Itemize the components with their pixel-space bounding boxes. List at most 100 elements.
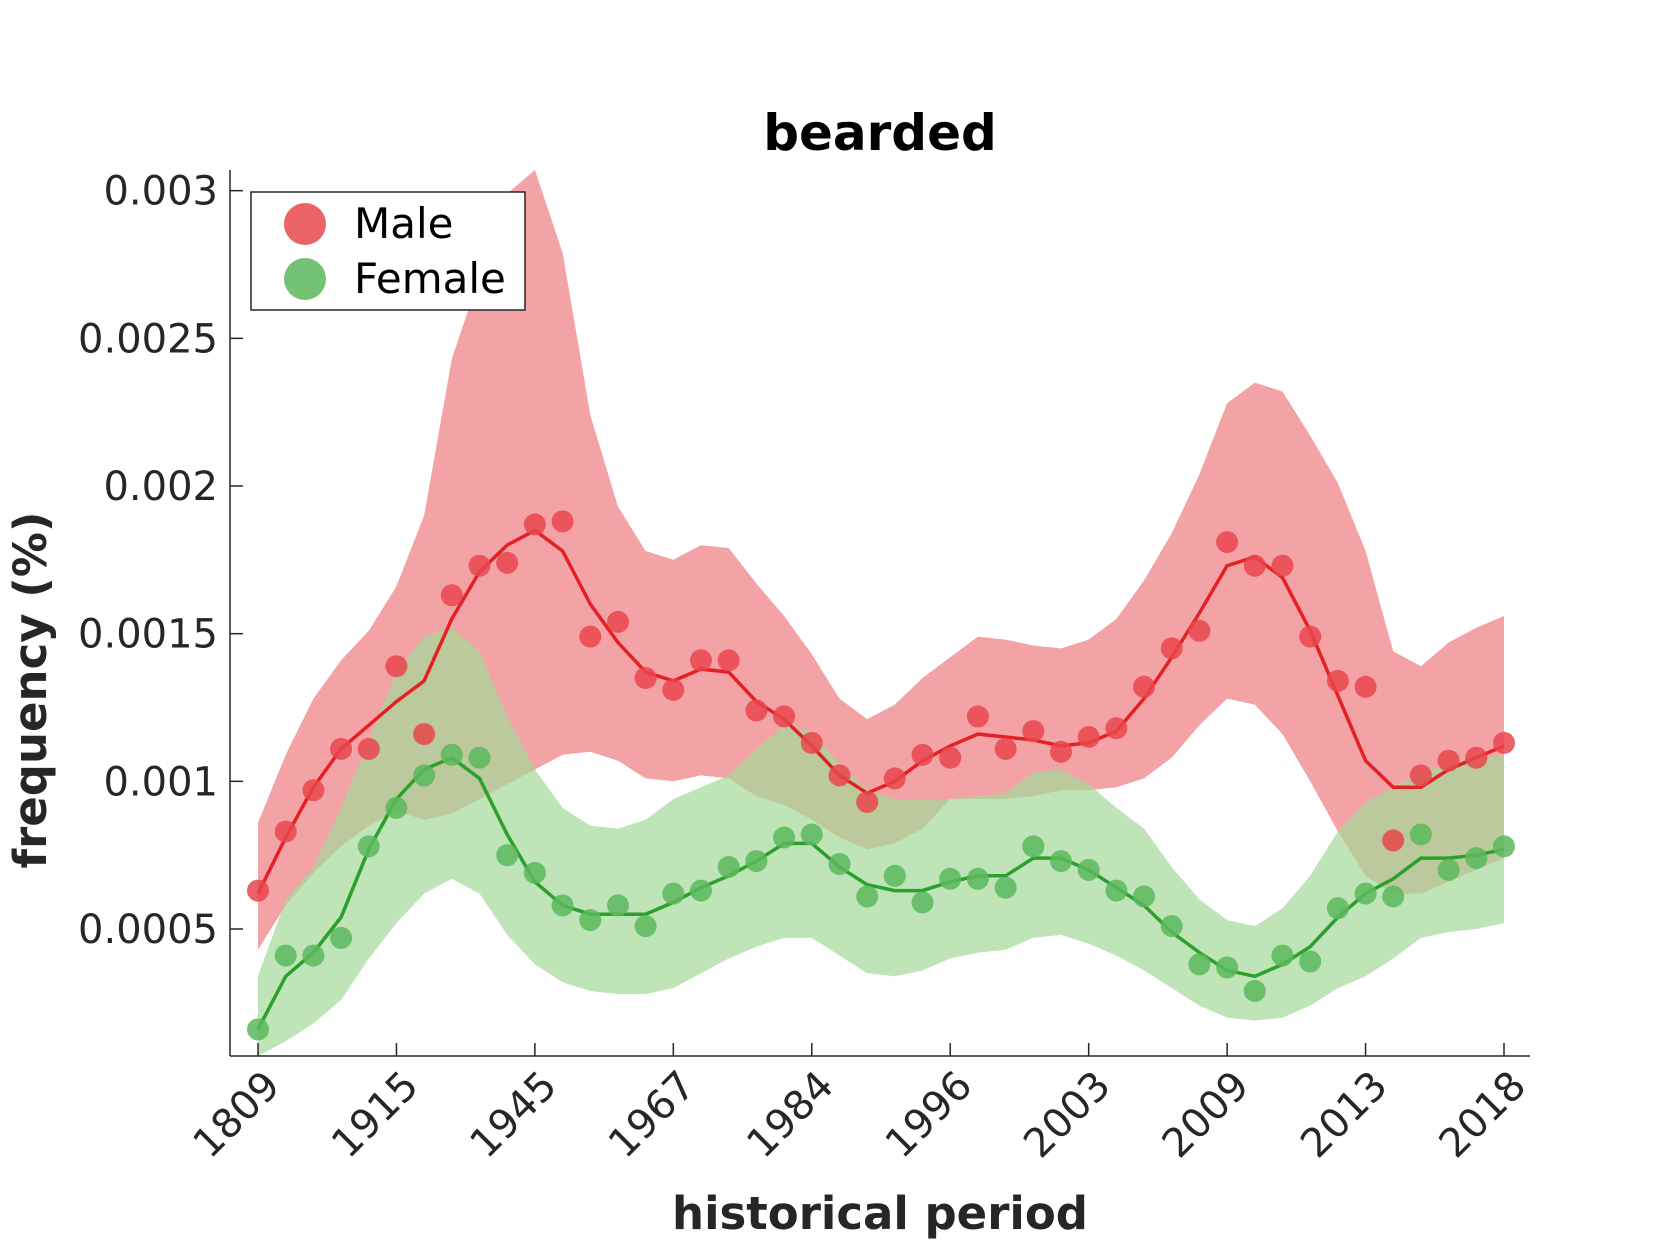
male-data-point bbox=[468, 554, 491, 577]
male-data-point bbox=[1326, 669, 1349, 692]
x-tick-label: 2009 bbox=[1154, 1063, 1259, 1168]
male-data-point bbox=[1382, 829, 1405, 852]
female-data-point bbox=[1133, 885, 1155, 908]
female-data-point bbox=[911, 891, 934, 914]
male-data-point bbox=[883, 767, 906, 790]
legend-label-female: Female bbox=[354, 254, 506, 303]
female-data-point bbox=[1382, 885, 1405, 908]
x-tick-label: 2018 bbox=[1431, 1063, 1536, 1168]
male-data-point bbox=[357, 737, 380, 760]
female-data-point bbox=[1326, 897, 1349, 920]
male-data-point bbox=[1243, 554, 1266, 577]
male-data-point bbox=[1216, 531, 1239, 554]
female-data-point bbox=[468, 746, 491, 769]
female-data-point bbox=[1243, 980, 1266, 1002]
female-data-point bbox=[634, 915, 657, 938]
female-data-point bbox=[1050, 850, 1072, 873]
y-tick-label: 0.003 bbox=[103, 169, 218, 215]
female-data-point bbox=[1493, 835, 1515, 858]
y-tick-label: 0.0005 bbox=[78, 907, 218, 953]
female-data-point bbox=[523, 861, 546, 884]
x-tick-label: 2013 bbox=[1292, 1063, 1397, 1168]
female-data-point bbox=[385, 796, 408, 819]
x-tick-label: 1996 bbox=[877, 1063, 982, 1168]
male-data-point bbox=[1299, 625, 1322, 648]
y-axis-label: frequency (%) bbox=[4, 512, 57, 869]
female-data-point bbox=[856, 885, 879, 908]
male-data-point bbox=[856, 791, 879, 813]
female-data-point bbox=[828, 853, 851, 875]
male-data-point bbox=[247, 879, 269, 902]
x-tick-label: 1945 bbox=[461, 1063, 566, 1168]
male-data-point bbox=[717, 649, 740, 672]
male-data-point bbox=[1105, 717, 1128, 740]
female-data-point bbox=[607, 894, 629, 917]
male-data-point bbox=[1022, 720, 1045, 743]
male-data-point bbox=[413, 723, 436, 746]
male-data-point bbox=[330, 737, 353, 760]
male-data-point bbox=[1409, 764, 1432, 787]
female-data-point bbox=[1271, 944, 1294, 967]
female-data-point bbox=[440, 743, 463, 766]
male-data-point bbox=[966, 705, 989, 728]
male-data-point bbox=[828, 764, 851, 787]
female-data-point bbox=[1022, 835, 1045, 858]
legend-marker-male bbox=[284, 203, 326, 245]
male-data-point bbox=[1133, 675, 1155, 698]
y-tick-label: 0.002 bbox=[103, 464, 218, 510]
female-data-point bbox=[496, 844, 519, 867]
female-data-point bbox=[1160, 915, 1183, 938]
male-trend-line bbox=[256, 528, 1505, 895]
data-markers bbox=[247, 510, 1515, 1041]
male-data-point bbox=[1188, 619, 1211, 642]
female-data-point bbox=[966, 867, 989, 890]
legend: Male Female bbox=[250, 191, 526, 311]
y-tick-label: 0.001 bbox=[103, 759, 218, 805]
female-data-point bbox=[413, 764, 436, 787]
x-tick-label: 1967 bbox=[600, 1063, 705, 1168]
female-data-point bbox=[662, 882, 685, 905]
legend-label-male: Male bbox=[354, 199, 453, 248]
trend-lines bbox=[256, 528, 1505, 1031]
male-data-point bbox=[274, 820, 297, 843]
male-data-point bbox=[1493, 731, 1515, 754]
x-tick-label: 2003 bbox=[1015, 1063, 1120, 1168]
male-data-point bbox=[773, 705, 796, 728]
female-data-point bbox=[1188, 953, 1211, 976]
male-data-point bbox=[551, 510, 574, 533]
male-data-point bbox=[1160, 637, 1183, 660]
chart-title: bearded bbox=[763, 104, 997, 162]
legend-marker-female bbox=[284, 258, 326, 300]
male-data-point bbox=[1077, 726, 1100, 748]
male-data-point bbox=[634, 667, 657, 689]
male-data-point bbox=[1271, 554, 1294, 577]
female-data-point bbox=[1437, 858, 1460, 881]
female-data-point bbox=[357, 835, 380, 858]
female-data-point bbox=[302, 944, 325, 967]
male-data-point bbox=[496, 551, 519, 574]
male-data-point bbox=[440, 584, 463, 607]
male-data-point bbox=[1354, 675, 1377, 698]
female-trend-line bbox=[256, 755, 1505, 1031]
female-data-point bbox=[800, 823, 823, 846]
male-data-point bbox=[607, 610, 629, 633]
male-data-point bbox=[1050, 740, 1072, 763]
male-data-point bbox=[302, 779, 325, 802]
male-data-point bbox=[745, 699, 768, 722]
x-tick-label: 1809 bbox=[185, 1063, 290, 1168]
female-data-point bbox=[717, 856, 740, 878]
female-data-point bbox=[247, 1018, 269, 1041]
female-data-point bbox=[330, 926, 353, 949]
female-data-point bbox=[579, 909, 602, 932]
male-data-point bbox=[800, 731, 823, 754]
male-confidence-band bbox=[258, 170, 1504, 950]
male-data-point bbox=[662, 678, 685, 701]
y-tick-label: 0.0015 bbox=[78, 612, 218, 658]
male-data-point bbox=[385, 655, 408, 678]
male-data-point bbox=[523, 513, 546, 536]
male-data-point bbox=[1437, 749, 1460, 772]
male-data-point bbox=[994, 737, 1017, 760]
male-data-point bbox=[911, 743, 934, 766]
female-data-point bbox=[1077, 858, 1100, 881]
